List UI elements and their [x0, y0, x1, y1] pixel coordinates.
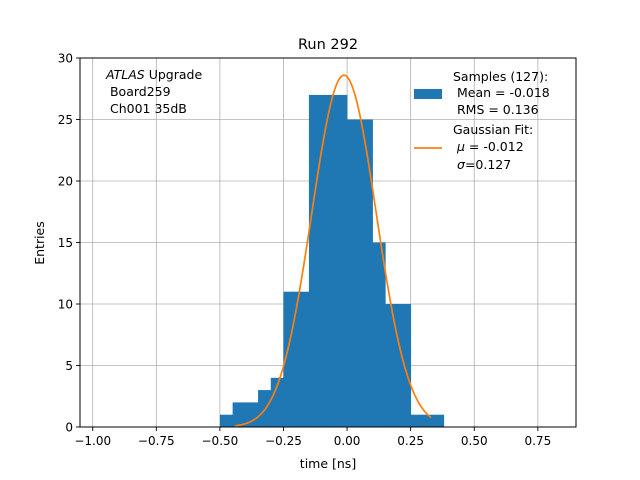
legend-samples-mean: Mean = -0.018	[453, 85, 550, 100]
histogram-bar-6	[308, 94, 323, 428]
y-tick-label-3: 15	[58, 236, 73, 250]
annotation-line-1: ATLAS Upgrade	[105, 67, 202, 82]
gaussian-fit-curve	[235, 74, 432, 427]
histogram-bar-10	[372, 242, 386, 427]
histogram-bar-5	[296, 291, 310, 427]
y-tick-label-1: 5	[65, 359, 73, 373]
y-axis-ticks: 0 5 10 15 20 25 30	[58, 52, 80, 435]
y-tick-label-4: 20	[58, 175, 73, 189]
x-tick-label-7: 0.75	[524, 434, 551, 448]
histogram-bar-13	[410, 414, 424, 427]
x-axis-ticks: −1.00 −0.75 −0.50 −0.25 0.00 0.25 0.50 0.75	[74, 427, 551, 448]
histogram-bar-0	[219, 414, 234, 427]
legend-fit-mu: μ = -0.012	[456, 139, 524, 154]
x-axis-label: time [ns]	[300, 456, 356, 471]
histogram-bar-3	[270, 377, 284, 427]
x-tick-label-6: 0.50	[461, 434, 488, 448]
histogram-bar-9	[359, 119, 373, 427]
y-tick-label-5: 25	[58, 113, 73, 127]
x-tick-label-3: −0.25	[265, 434, 302, 448]
legend-fit-sigma: σ=0.127	[457, 157, 511, 172]
legend-fit-title: Gaussian Fit:	[453, 122, 533, 137]
atlas-annotation: ATLAS Upgrade Board259 Ch001 35dB	[105, 67, 202, 116]
x-tick-label-2: −0.50	[202, 434, 239, 448]
x-tick-label-4: 0.00	[334, 434, 361, 448]
x-tick-label-1: −0.75	[138, 434, 175, 448]
x-tick-label-5: 0.25	[397, 434, 424, 448]
y-tick-label-2: 10	[58, 298, 73, 312]
y-axis-label: Entries	[32, 221, 47, 265]
legend-samples-title: Samples (127):	[453, 69, 548, 84]
annotation-line-3: Ch001 35dB	[106, 101, 187, 116]
x-tick-label-0: −1.00	[74, 434, 111, 448]
legend-samples-rms: RMS = 0.136	[453, 102, 539, 117]
histogram-bar-14	[423, 414, 445, 427]
y-tick-label-6: 30	[58, 52, 73, 66]
histogram-bar-11	[385, 304, 399, 427]
histogram-bar-7	[321, 94, 348, 428]
histogram-bar-8	[347, 119, 361, 427]
legend-samples-patch	[414, 89, 442, 99]
legend: Samples (127): Mean = -0.018 RMS = 0.136…	[414, 69, 550, 172]
y-tick-label-0: 0	[65, 421, 73, 435]
chart-title: Run 292	[298, 37, 358, 53]
annotation-line-2: Board259	[106, 84, 171, 99]
